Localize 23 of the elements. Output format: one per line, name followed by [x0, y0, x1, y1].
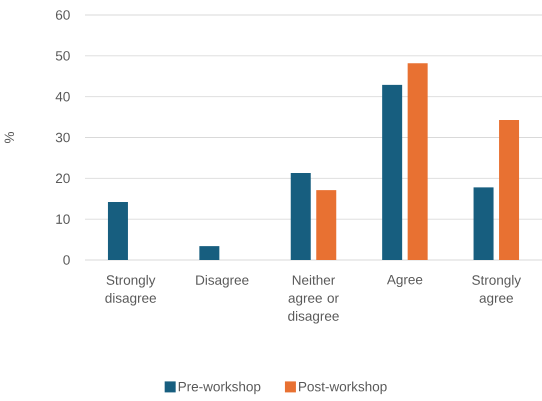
x-tick-label: Strongly disagree: [105, 274, 156, 306]
y-axis-title: %: [4, 132, 14, 144]
bar: [316, 190, 336, 260]
x-tick-label: Neither agree or disagree: [288, 274, 339, 324]
x-tick-label: Agree: [386, 274, 422, 288]
bar: [290, 173, 311, 260]
bar: [199, 246, 220, 260]
x-tick-label: Strongly agree: [472, 274, 522, 306]
y-tick-label: 30: [56, 132, 70, 142]
y-tick-label: 40: [56, 92, 70, 102]
y-tick-label: 50: [56, 51, 70, 61]
legend-label: Post-workshop: [299, 381, 387, 394]
bar: [408, 63, 428, 260]
bar: [108, 202, 128, 260]
legend-label: Pre-workshop: [178, 381, 260, 394]
x-tick-label: Disagree: [196, 274, 248, 288]
y-tick-label: 20: [56, 174, 70, 184]
y-tick-label: 0: [63, 255, 70, 265]
y-tick-label: 10: [56, 214, 70, 224]
bar: [474, 187, 494, 260]
bar: [499, 120, 520, 260]
y-tick-label: 60: [56, 10, 70, 20]
bar: [382, 84, 402, 260]
